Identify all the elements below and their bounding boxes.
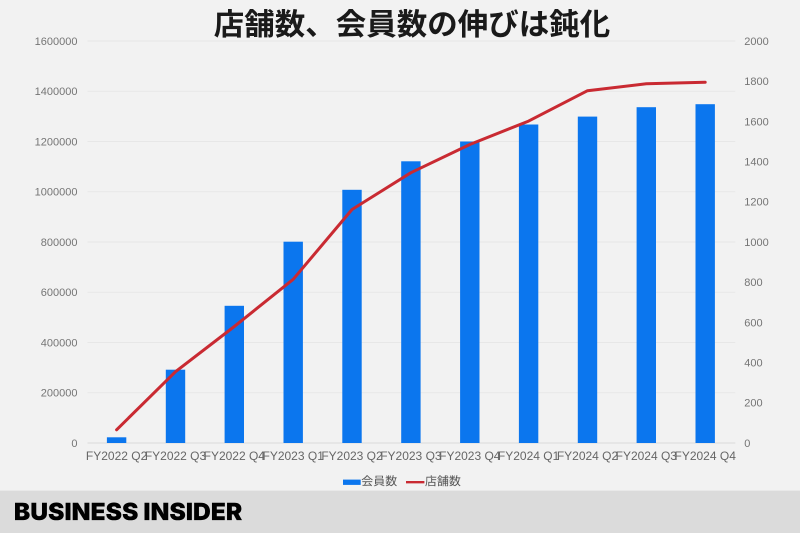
svg-text:FY2022 Q3: FY2022 Q3 <box>145 449 207 463</box>
svg-text:600000: 600000 <box>41 287 78 299</box>
svg-text:2000: 2000 <box>744 36 768 48</box>
svg-text:1200: 1200 <box>744 197 768 209</box>
svg-text:1600000: 1600000 <box>35 36 78 48</box>
svg-text:1000000: 1000000 <box>35 187 78 199</box>
svg-text:0: 0 <box>71 438 77 450</box>
svg-text:FY2022 Q4: FY2022 Q4 <box>204 449 266 463</box>
svg-text:FY2022 Q2: FY2022 Q2 <box>86 449 148 463</box>
svg-text:600: 600 <box>744 317 762 329</box>
svg-text:FY2024 Q4: FY2024 Q4 <box>675 449 737 463</box>
svg-text:400000: 400000 <box>41 337 78 349</box>
svg-text:200: 200 <box>744 398 762 410</box>
svg-text:FY2023 Q3: FY2023 Q3 <box>380 449 442 463</box>
svg-text:1400000: 1400000 <box>35 86 78 98</box>
svg-text:800000: 800000 <box>41 237 78 249</box>
svg-text:0: 0 <box>744 438 750 450</box>
svg-text:1000: 1000 <box>744 237 768 249</box>
svg-text:FY2024 Q3: FY2024 Q3 <box>616 449 678 463</box>
svg-text:FY2023 Q1: FY2023 Q1 <box>263 449 325 463</box>
svg-text:1600: 1600 <box>744 116 768 128</box>
svg-text:FY2024 Q2: FY2024 Q2 <box>557 449 619 463</box>
svg-text:1800: 1800 <box>744 76 768 88</box>
svg-text:FY2023 Q2: FY2023 Q2 <box>321 449 383 463</box>
svg-text:1400: 1400 <box>744 157 768 169</box>
svg-text:400: 400 <box>744 358 762 370</box>
svg-text:FY2023 Q4: FY2023 Q4 <box>439 449 501 463</box>
svg-text:1200000: 1200000 <box>35 136 78 148</box>
svg-text:800: 800 <box>744 277 762 289</box>
svg-text:FY2024 Q1: FY2024 Q1 <box>498 449 560 463</box>
svg-text:200000: 200000 <box>41 388 78 400</box>
